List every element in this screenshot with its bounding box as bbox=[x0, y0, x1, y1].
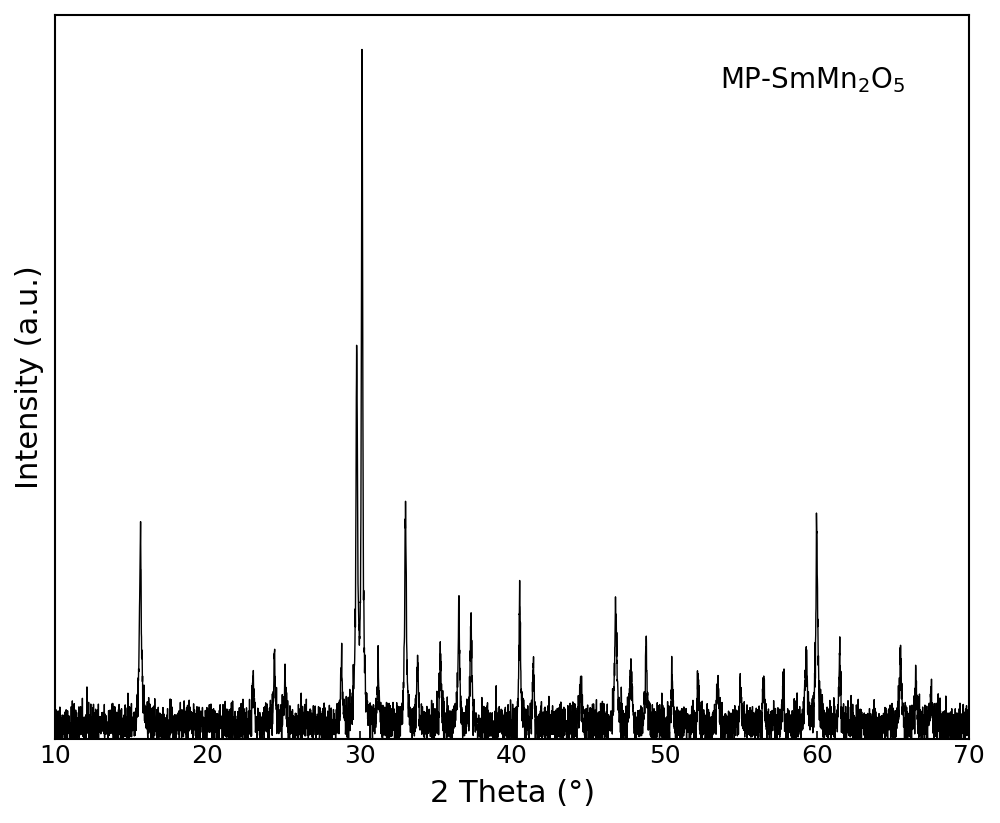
Y-axis label: Intensity (a.u.): Intensity (a.u.) bbox=[15, 265, 44, 489]
Text: MP-SmMn$_2$O$_5$: MP-SmMn$_2$O$_5$ bbox=[720, 66, 905, 95]
X-axis label: 2 Theta (°): 2 Theta (°) bbox=[430, 779, 595, 808]
